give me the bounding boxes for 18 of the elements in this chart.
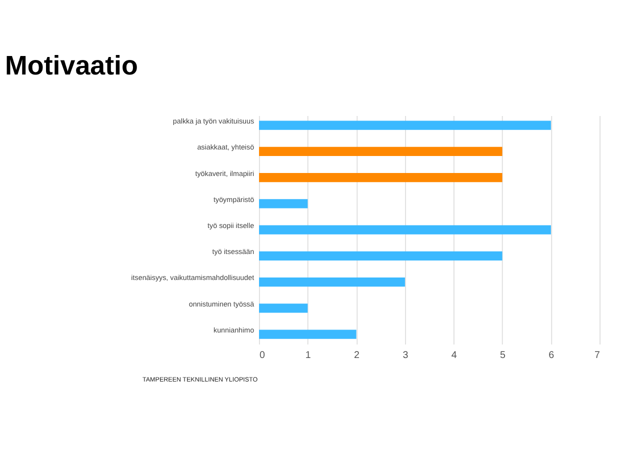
bar xyxy=(259,172,502,182)
bar xyxy=(259,277,405,287)
x-tick-label: 3 xyxy=(402,350,409,361)
chart-title: Motivaatio xyxy=(5,50,138,80)
bar xyxy=(259,330,356,339)
x-tick-label: 4 xyxy=(451,350,458,361)
x-tick-label: 1 xyxy=(305,350,311,361)
bar xyxy=(259,251,502,260)
bar xyxy=(259,199,308,208)
bar xyxy=(259,225,551,234)
x-tick-label: 2 xyxy=(354,350,360,361)
bar xyxy=(259,304,308,313)
x-tick-label: 6 xyxy=(548,350,555,361)
x-tick-label: 0 xyxy=(259,350,266,361)
x-tick-label: 7 xyxy=(594,350,600,361)
bar xyxy=(259,120,551,130)
x-tick-label: 5 xyxy=(500,350,506,361)
bar xyxy=(259,146,502,156)
